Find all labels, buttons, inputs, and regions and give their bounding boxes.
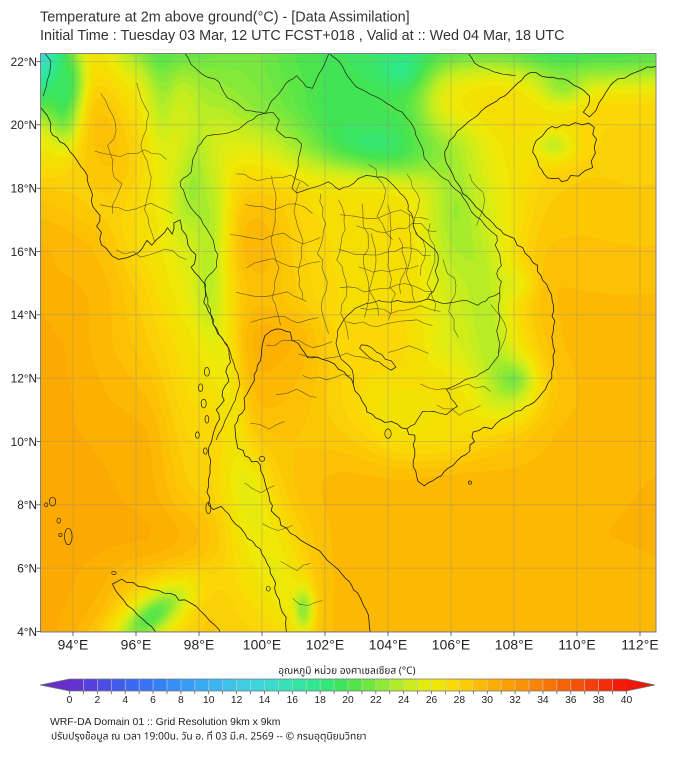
svg-text:12°N: 12°N [11,372,37,386]
svg-text:10°N: 10°N [11,435,37,449]
svg-text:32: 32 [509,695,521,706]
svg-text:112°E: 112°E [621,636,658,652]
svg-text:10: 10 [203,695,215,706]
svg-text:WRF-DA Domain 01 :: Grid Resol: WRF-DA Domain 01 :: Grid Resolution 9km … [50,717,280,728]
svg-text:20: 20 [342,695,354,706]
svg-text:30: 30 [482,695,494,706]
svg-text:34: 34 [537,695,549,706]
svg-text:96°E: 96°E [121,636,152,652]
svg-text:26: 26 [426,695,438,706]
svg-text:6: 6 [150,695,156,706]
svg-text:8: 8 [178,695,184,706]
svg-text:100°E: 100°E [243,636,282,652]
svg-text:110°E: 110°E [558,636,595,652]
svg-text:108°E: 108°E [495,636,534,652]
svg-text:16°N: 16°N [11,245,37,259]
svg-text:94°E: 94°E [58,636,89,652]
svg-text:8°N: 8°N [17,498,37,512]
svg-text:28: 28 [454,695,466,706]
svg-text:106°E: 106°E [432,636,471,652]
svg-text:6°N: 6°N [17,562,37,576]
svg-text:16: 16 [287,695,299,706]
svg-text:12: 12 [231,695,243,706]
svg-text:36: 36 [565,695,577,706]
svg-text:40: 40 [621,695,633,706]
svg-text:98°E: 98°E [184,636,215,652]
svg-text:14: 14 [259,695,271,706]
svg-text:Temperature at 2m above ground: Temperature at 2m above ground(°C) - [Da… [40,9,410,25]
svg-text:38: 38 [593,695,605,706]
svg-text:18: 18 [314,695,326,706]
svg-text:2: 2 [94,695,100,706]
svg-text:22°N: 22°N [11,55,37,69]
svg-text:102°E: 102°E [306,636,345,652]
svg-text:4°N: 4°N [17,625,37,639]
svg-text:18°N: 18°N [11,182,37,196]
svg-text:22: 22 [370,695,382,706]
svg-text:104°E: 104°E [369,636,408,652]
svg-text:20°N: 20°N [11,118,37,132]
svg-text:Initial Time : Tuesday 03 Mar,: Initial Time : Tuesday 03 Mar, 12 UTC FC… [40,28,565,44]
svg-text:14°N: 14°N [11,308,37,322]
svg-text:0: 0 [67,695,73,706]
svg-text:4: 4 [122,695,128,706]
svg-text:24: 24 [398,695,410,706]
